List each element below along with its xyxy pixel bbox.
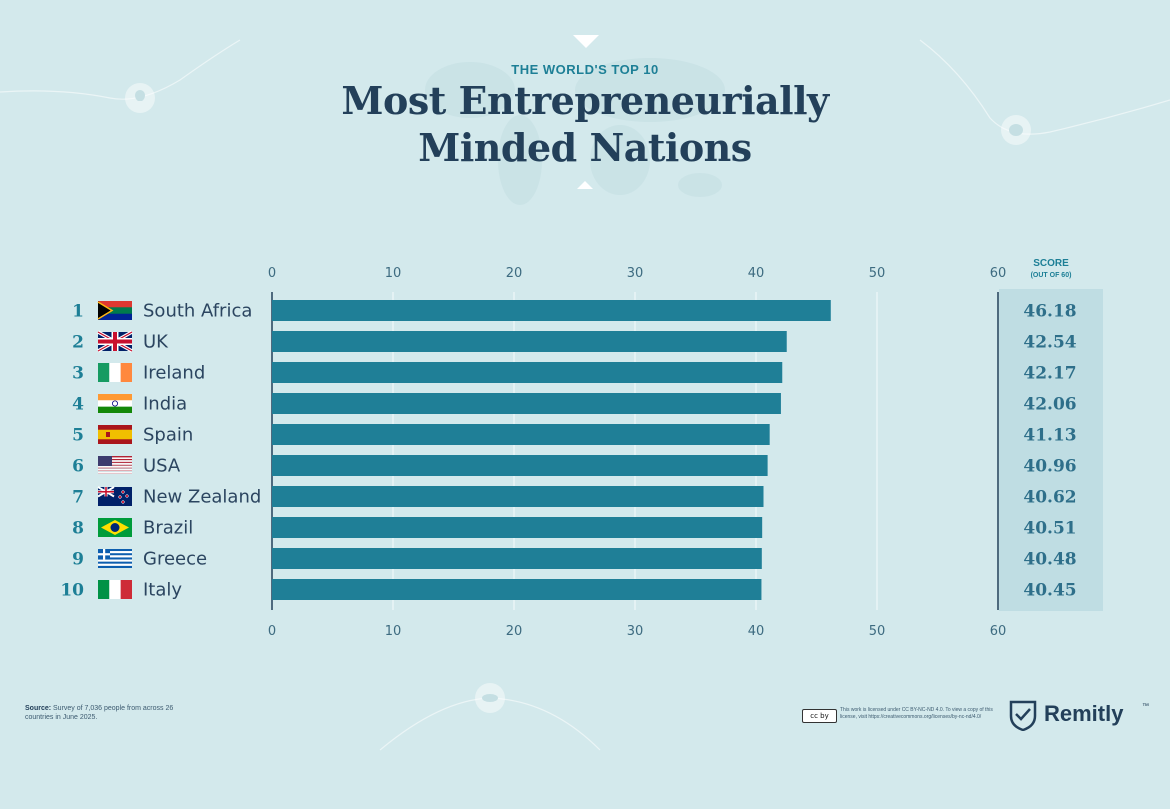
rank-label-9: 9 <box>72 550 84 570</box>
x-tick-top-30: 30 <box>627 266 644 281</box>
new-zealand-flag <box>97 486 132 506</box>
score-header: SCORE <box>1033 258 1069 269</box>
score-panel <box>999 289 1103 611</box>
title-line-1: Most Entrepreneurially <box>341 78 829 123</box>
x-tick-top-60: 60 <box>990 266 1007 281</box>
italy-flag <box>98 580 132 599</box>
x-tick-bottom-10: 10 <box>385 624 402 639</box>
bar-1 <box>272 300 831 321</box>
bar-2 <box>272 331 787 352</box>
rank-label-6: 6 <box>72 457 84 477</box>
x-tick-bottom-60: 60 <box>990 624 1007 639</box>
bar-7 <box>272 486 764 507</box>
score-value-4: 42.06 <box>1023 395 1076 415</box>
rank-label-1: 1 <box>72 302 84 322</box>
rank-label-4: 4 <box>72 395 84 415</box>
score-value-9: 40.48 <box>1023 550 1076 570</box>
x-tick-bottom-0: 0 <box>268 624 276 639</box>
brand-trademark: ™ <box>1142 703 1149 710</box>
triangle-down-decoration <box>573 35 599 48</box>
country-label-8: Brazil <box>143 518 193 539</box>
bar-5 <box>272 424 770 445</box>
country-label-2: UK <box>143 332 169 353</box>
remitly-shield-icon <box>1009 700 1037 731</box>
score-value-3: 42.17 <box>1023 364 1076 384</box>
rank-label-8: 8 <box>72 519 84 539</box>
bar-4 <box>272 393 781 414</box>
x-tick-top-20: 20 <box>506 266 523 281</box>
x-tick-top-10: 10 <box>385 266 402 281</box>
score-value-10: 40.45 <box>1023 581 1076 601</box>
country-label-6: USA <box>143 456 181 477</box>
x-tick-bottom-30: 30 <box>627 624 644 639</box>
title-line-2: Minded Nations <box>418 125 752 170</box>
brazil-flag <box>98 518 132 537</box>
score-value-8: 40.51 <box>1023 519 1076 539</box>
subtitle: THE WORLD'S TOP 10 <box>511 62 659 77</box>
remitly-logo: Remitly ™ <box>1008 697 1149 733</box>
country-label-4: India <box>143 394 187 415</box>
cc-license-icon[interactable]: cc by <box>802 709 837 723</box>
greece-flag <box>98 549 132 568</box>
country-label-7: New Zealand <box>143 487 261 508</box>
usa-flag <box>98 456 132 474</box>
score-value-2: 42.54 <box>1023 333 1076 353</box>
bar-6 <box>272 455 768 476</box>
brand-name: Remitly <box>1044 701 1124 726</box>
score-value-1: 46.18 <box>1023 302 1076 322</box>
source-text: Survey of 7,036 people from across 26 co… <box>25 705 174 721</box>
country-label-10: Italy <box>143 580 182 601</box>
bar-10 <box>272 579 762 600</box>
bar-8 <box>272 517 763 538</box>
rank-label-7: 7 <box>72 488 84 508</box>
india-flag <box>98 394 132 413</box>
score-value-6: 40.96 <box>1023 457 1076 477</box>
country-label-1: South Africa <box>143 301 252 322</box>
country-label-9: Greece <box>143 549 207 570</box>
uk-flag <box>97 330 133 353</box>
rank-label-3: 3 <box>72 364 84 384</box>
license-text: This work is licensed under CC BY-NC-ND … <box>840 707 993 720</box>
x-tick-bottom-20: 20 <box>506 624 523 639</box>
rank-label-10: 10 <box>60 581 84 601</box>
x-tick-top-0: 0 <box>268 266 276 281</box>
license-block: cc by This work is licensed under CC BY-… <box>802 706 1002 726</box>
x-tick-top-50: 50 <box>869 266 886 281</box>
x-tick-bottom-50: 50 <box>869 624 886 639</box>
country-label-5: Spain <box>143 425 193 446</box>
country-label-3: Ireland <box>143 363 205 384</box>
bar-9 <box>272 548 762 569</box>
spain-flag <box>98 425 132 444</box>
source-label: Source: <box>25 705 52 712</box>
x-tick-top-40: 40 <box>748 266 765 281</box>
rank-label-2: 2 <box>72 333 84 353</box>
score-value-7: 40.62 <box>1023 488 1076 508</box>
ireland-flag <box>98 363 132 382</box>
source-note: Source: Survey of 7,036 people from acro… <box>25 704 185 722</box>
bar-3 <box>272 362 783 383</box>
world-map-decoration <box>425 58 725 205</box>
triangle-up-decoration <box>577 181 593 189</box>
x-tick-bottom-40: 40 <box>748 624 765 639</box>
rank-label-5: 5 <box>72 426 84 446</box>
south-africa-flag <box>97 301 132 320</box>
score-subheader: (OUT OF 60) <box>1031 272 1072 279</box>
score-value-5: 41.13 <box>1023 426 1076 446</box>
